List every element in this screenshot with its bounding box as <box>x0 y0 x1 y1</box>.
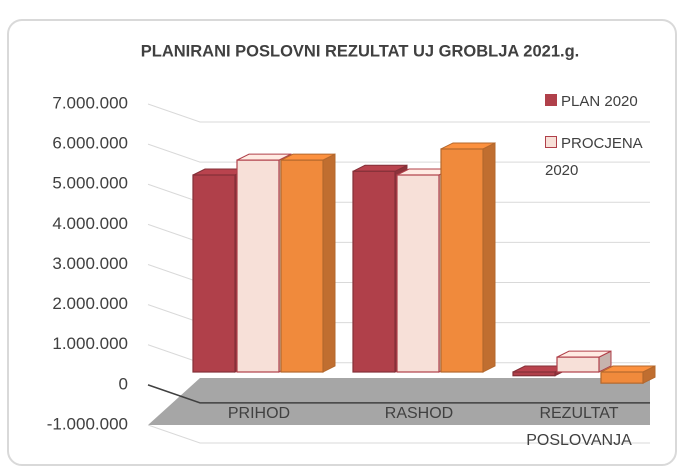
y-tick-label: -1.000.000 <box>47 414 128 433</box>
y-tick-label: 3.000.000 <box>52 254 128 273</box>
floor <box>148 378 650 425</box>
y-tick-label: 4.000.000 <box>52 214 128 233</box>
bar <box>280 153 336 373</box>
y-tick-label: 2.000.000 <box>52 294 128 313</box>
grid-line <box>147 103 650 123</box>
legend-entry: PROCJENA 2020 <box>545 130 655 184</box>
y-tick-label: 6.000.000 <box>52 134 128 153</box>
bar-front <box>556 356 600 373</box>
legend-entry: PLAN 2020 <box>545 88 655 115</box>
bar-front <box>280 159 324 373</box>
bar-front <box>440 148 484 373</box>
legend-label: PLAN 2020 <box>561 93 638 110</box>
bar-front <box>600 371 644 384</box>
bar-front <box>396 174 440 373</box>
y-tick-label: 0 <box>119 374 128 393</box>
y-tick-label: 5.000.000 <box>52 174 128 193</box>
x-tick-label: PRIHOD <box>227 405 291 422</box>
chart-title: PLANIRANI POSLOVNI REZULTAT UJ GROBLJA 2… <box>141 42 580 60</box>
grid-line <box>147 143 650 163</box>
legend-swatch <box>545 94 557 106</box>
legend-label: PROCJENA 2020 <box>545 135 642 179</box>
bar-front <box>352 170 396 373</box>
bar <box>556 350 612 373</box>
bar-front <box>512 371 556 377</box>
y-tick-label: 7.000.000 <box>52 93 128 112</box>
x-tick-label: RASHOD <box>384 405 454 422</box>
bar-front <box>192 174 236 373</box>
grid-line <box>147 424 650 444</box>
bar-side <box>482 142 496 373</box>
bar <box>600 365 656 384</box>
bar-front <box>236 159 280 373</box>
bar-side <box>322 153 336 373</box>
legend-swatch <box>545 136 557 148</box>
x-tick-label: REZULTAT POSLOVANJA <box>526 405 632 449</box>
bar <box>440 142 496 373</box>
grid-line <box>147 384 650 404</box>
y-tick-label: 1.000.000 <box>52 334 128 353</box>
